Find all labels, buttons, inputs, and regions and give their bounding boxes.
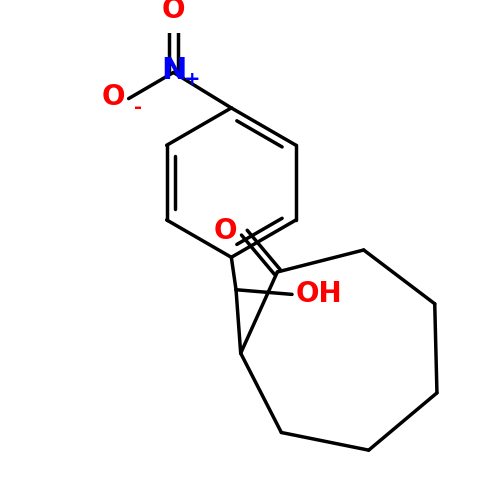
Text: O: O: [102, 82, 125, 110]
Text: OH: OH: [296, 280, 343, 308]
Text: +: +: [184, 70, 200, 90]
Text: O: O: [214, 217, 237, 245]
Text: O: O: [162, 0, 185, 24]
Text: N: N: [161, 56, 186, 85]
Text: -: -: [134, 98, 142, 117]
